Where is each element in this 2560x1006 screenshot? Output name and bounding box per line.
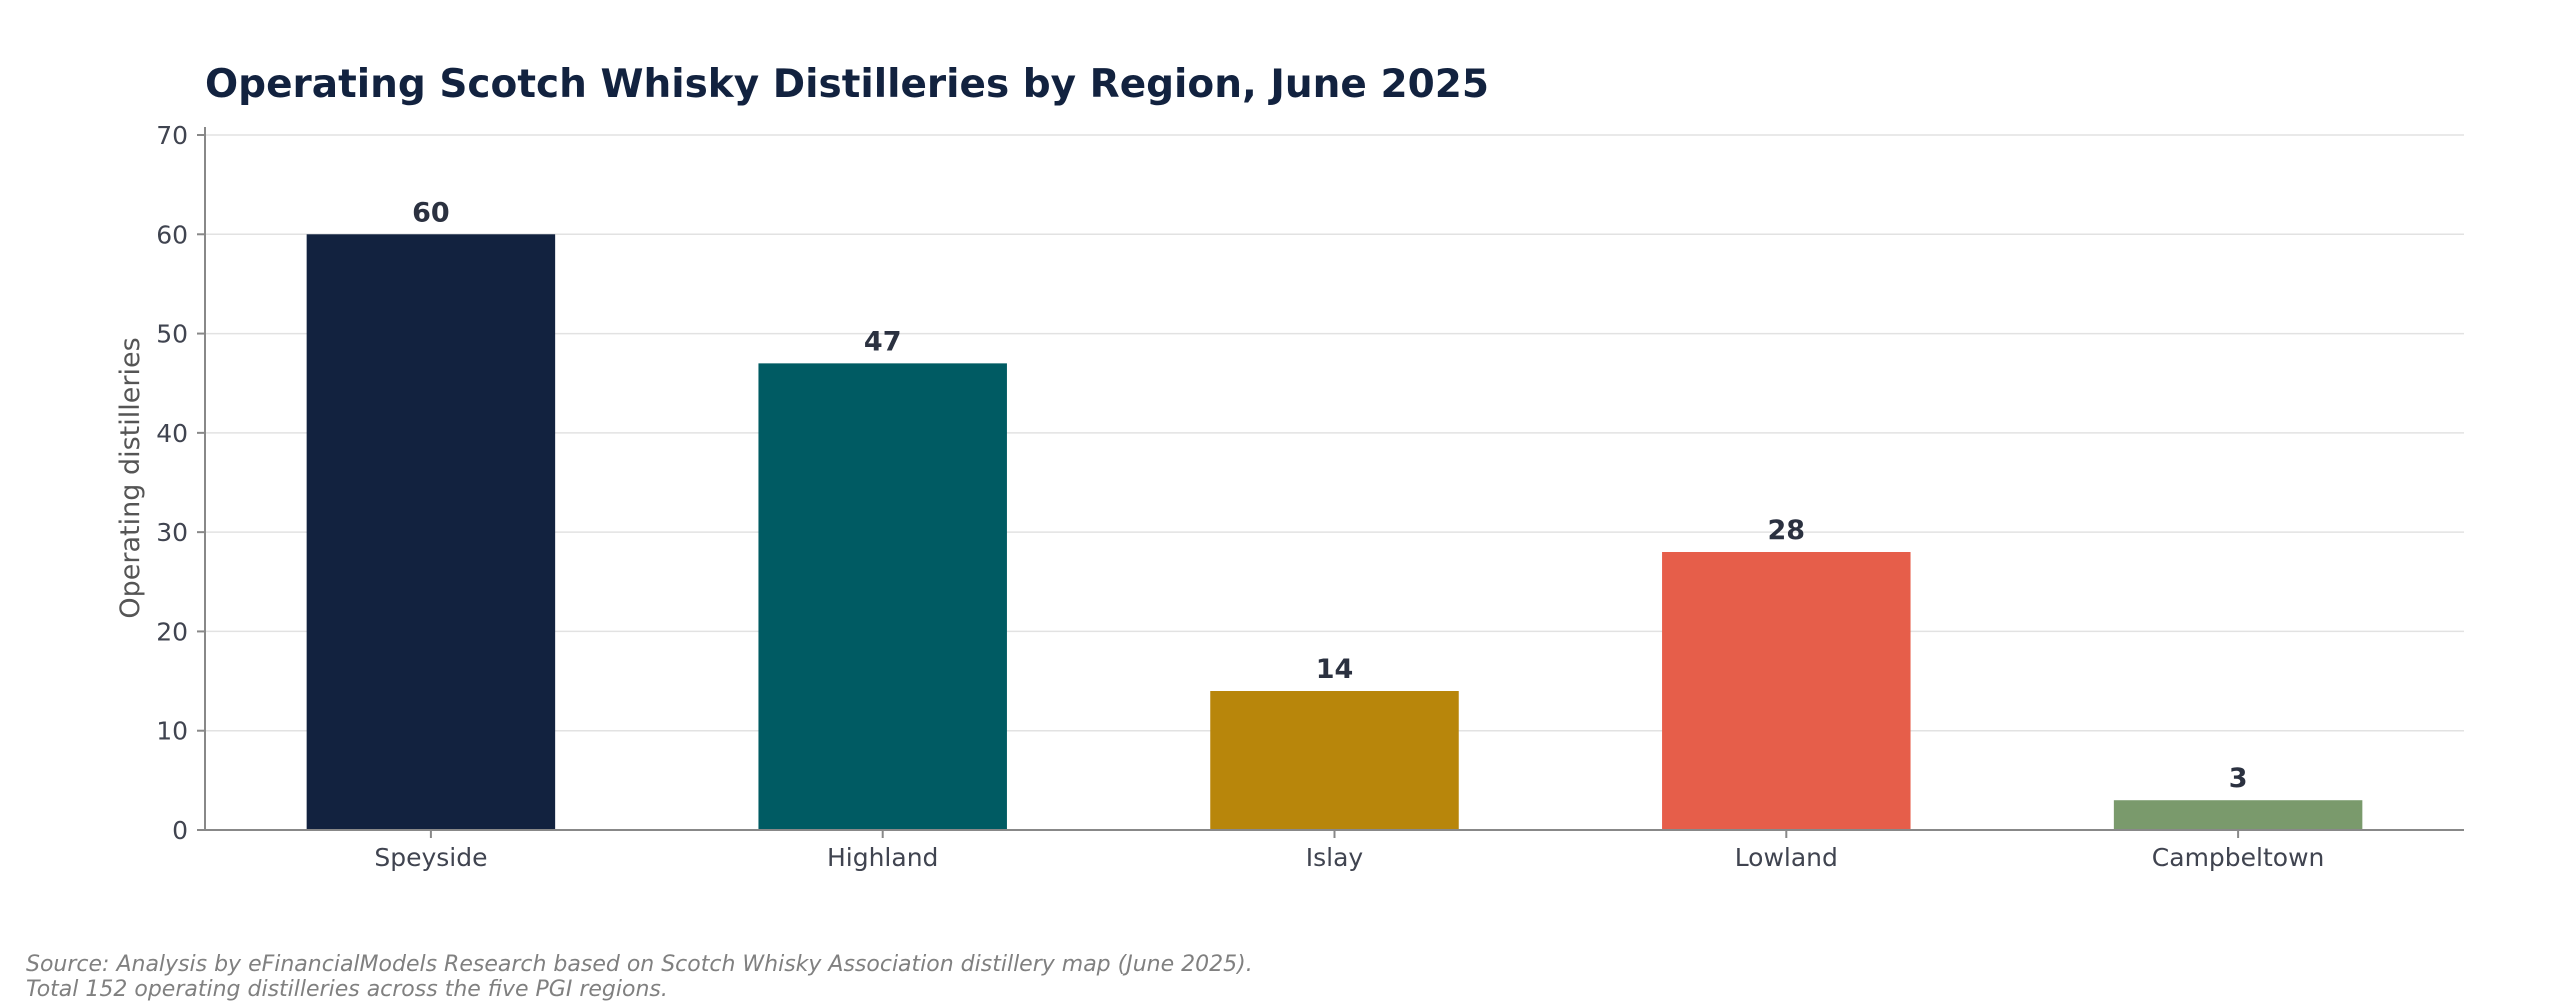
x-tick-label: Speyside (374, 843, 487, 872)
y-axis-label: Operating distilleries (115, 337, 146, 618)
bar-highland (758, 363, 1007, 830)
y-tick-label: 30 (156, 518, 188, 547)
bar-islay (1210, 691, 1459, 830)
bars (306, 234, 2363, 831)
chart-title: Operating Scotch Whisky Distilleries by … (205, 62, 1489, 107)
y-tick-label: 50 (156, 320, 188, 349)
y-tick-label: 70 (156, 121, 188, 150)
data-label: 47 (864, 326, 902, 357)
x-ticks: Speyside Highland Islay Lowland Campbeltown (374, 830, 2324, 872)
bar-campbeltown (2113, 800, 2363, 830)
y-tick-label: 60 (156, 220, 188, 249)
data-label: 28 (1768, 515, 1806, 546)
gridlines (205, 134, 2464, 732)
y-tick-label: 10 (156, 717, 188, 746)
source-note: Source: Analysis by eFinancialModels Res… (26, 952, 1253, 977)
data-label: 60 (412, 197, 450, 228)
data-labels: 60 47 14 28 3 (412, 197, 2247, 794)
y-tick-label: 0 (172, 816, 188, 845)
x-tick-label: Campbeltown (2152, 843, 2325, 872)
x-tick-label: Lowland (1735, 843, 1838, 872)
bar-speyside (306, 234, 556, 831)
x-tick-label: Highland (827, 843, 938, 872)
y-tick-label: 40 (156, 419, 188, 448)
y-ticks: 0 10 20 30 40 50 60 70 (156, 121, 205, 845)
x-tick-label: Islay (1306, 843, 1364, 872)
y-tick-label: 20 (156, 617, 188, 646)
data-label: 14 (1316, 654, 1354, 685)
data-label: 3 (2229, 763, 2248, 794)
total-note: Total 152 operating distilleries across … (26, 977, 668, 1002)
bar-lowland (1662, 552, 1911, 830)
